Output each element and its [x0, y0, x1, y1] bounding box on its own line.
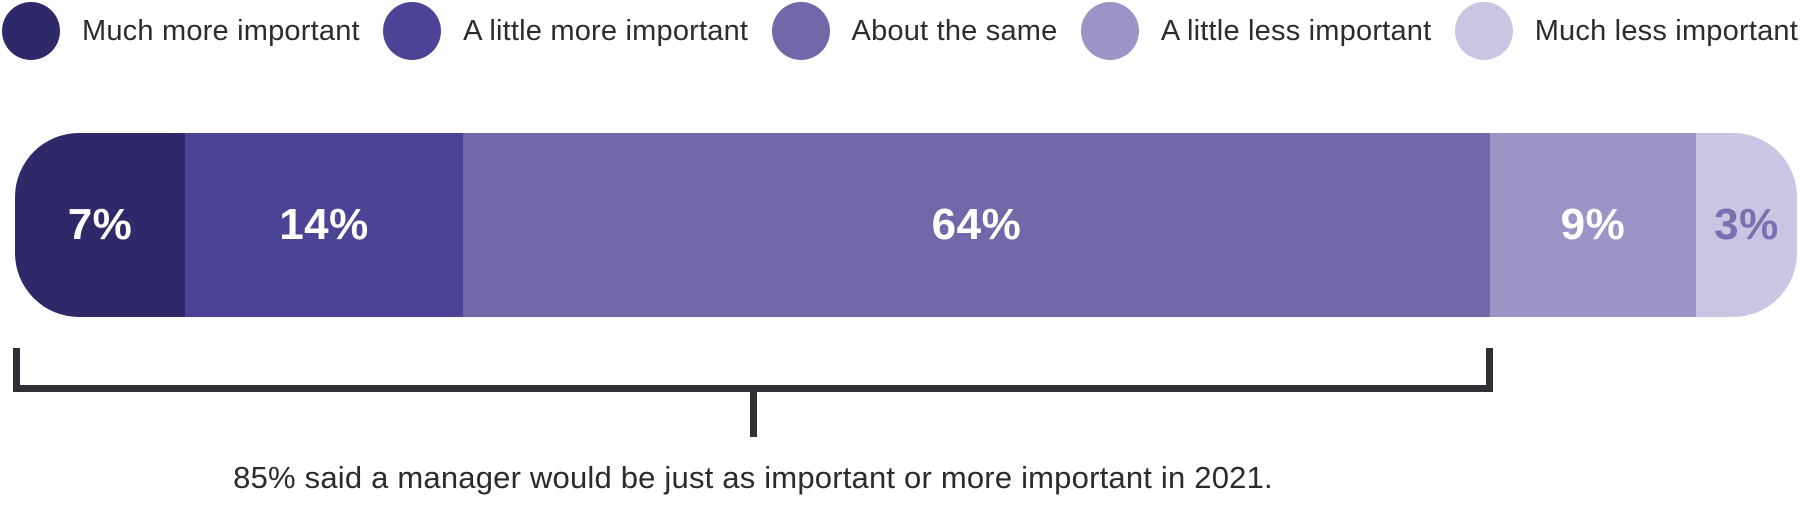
legend-item-label: About the same	[851, 14, 1058, 47]
legend-item-label: A little more important	[463, 14, 749, 47]
annotation-bracket	[13, 348, 1493, 392]
bar-segment: 3%	[1695, 133, 1797, 317]
bar-segment: 14%	[185, 133, 463, 317]
chart-legend: Much more important A little more importa…	[2, 0, 1798, 62]
legend-item-label: Much more important	[82, 14, 360, 47]
legend-swatch-circle-icon	[1080, 2, 1139, 60]
legend-item: A little less important	[1080, 2, 1432, 60]
bar-segment: 64%	[462, 133, 1490, 317]
legend-swatch-circle-icon	[1454, 2, 1513, 60]
legend-item-label: A little less important	[1160, 14, 1432, 47]
legend-swatch-circle-icon	[771, 2, 830, 60]
legend-item-label: Much less important	[1534, 14, 1798, 47]
legend-item: Much more important	[2, 2, 360, 60]
segment-value-label: 3%	[1714, 200, 1779, 249]
segment-value-label: 7%	[67, 200, 133, 249]
bar-segment: 9%	[1489, 133, 1696, 317]
bar-segment: 7%	[15, 133, 185, 317]
annotation-text: 85% said a manager would be just as impo…	[233, 460, 1273, 495]
segment-value-label: 64%	[931, 200, 1022, 249]
segment-value-label: 9%	[1560, 200, 1626, 249]
legend-item: Much less important	[1454, 2, 1798, 60]
legend-item: About the same	[771, 2, 1058, 60]
legend-swatch-circle-icon	[383, 2, 442, 60]
legend-item: A little more important	[383, 2, 748, 60]
stacked-bar: 7% 14% 64% 9% 3%	[15, 133, 1797, 317]
legend-swatch-circle-icon	[2, 2, 60, 60]
segment-value-label: 14%	[279, 200, 369, 249]
annotation-bracket-tick	[750, 390, 757, 437]
